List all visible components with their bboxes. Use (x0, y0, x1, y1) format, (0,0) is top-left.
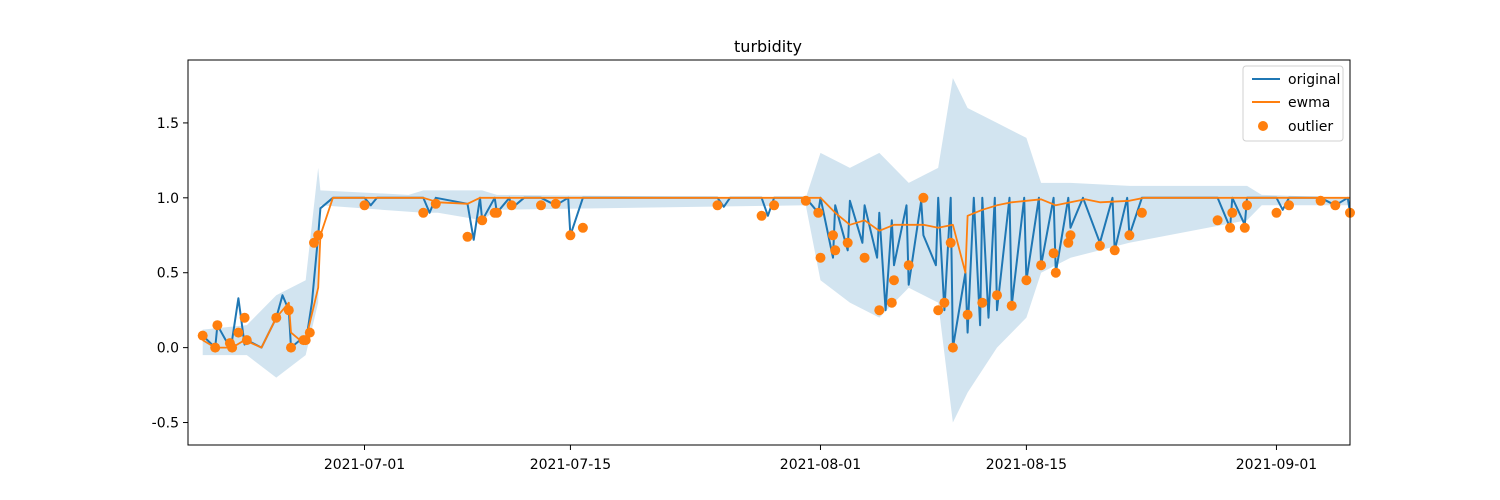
outlier-point (1212, 215, 1223, 226)
outlier-point (1063, 237, 1074, 248)
outlier-point (286, 342, 296, 353)
x-tick-label: 2021-08-15 (986, 457, 1067, 473)
legend-outlier-swatch (1258, 121, 1268, 131)
outlier-point (859, 252, 870, 263)
axes-frame (187, 59, 1351, 446)
outlier-point (239, 312, 250, 323)
x-tick-label: 2021-07-01 (324, 457, 405, 473)
outlier-point (800, 195, 811, 206)
outlier-point (1050, 267, 1061, 278)
outlier-point (889, 275, 899, 286)
outlier-point (1239, 222, 1250, 233)
outlier-point (491, 207, 502, 218)
x-tick-label: 2021-07-15 (530, 457, 611, 473)
outlier-point (1006, 300, 1017, 311)
plot-area (197, 77, 1355, 423)
outlier-point (283, 305, 294, 316)
outlier-point (313, 230, 324, 241)
legend-original-label: original (1288, 72, 1340, 88)
outlier-point (241, 335, 252, 346)
outlier-point (550, 198, 561, 209)
outlier-point (477, 215, 488, 226)
outlier-point (977, 297, 988, 308)
confidence-band (202, 77, 1350, 423)
outlier-point (309, 237, 319, 248)
y-tick-label: 1.0 (157, 191, 179, 207)
outlier-point (359, 200, 370, 211)
outlier-point (536, 200, 546, 211)
outlier-point (815, 252, 826, 263)
band-layer (202, 77, 1350, 423)
outlier-point (830, 245, 841, 256)
x-tick-label: 2021-09-01 (1236, 457, 1317, 473)
legend-box (1242, 65, 1344, 142)
x-axis-ticks: 2021-07-01 2021-07-15 2021-08-01 2021-08-15… (324, 445, 1317, 473)
outlier-point (430, 198, 441, 209)
outlier-point (886, 297, 897, 308)
outlier-point (462, 231, 473, 242)
legend: original ewma outlier (1242, 65, 1344, 142)
outlier-point (842, 237, 853, 248)
outlier-point (506, 200, 517, 211)
outlier-point (756, 210, 767, 221)
outlier-point (874, 305, 885, 316)
outlier-point (418, 207, 429, 218)
outlier-point (1136, 207, 1147, 218)
original-series-line (202, 196, 1351, 349)
outlier-point (933, 305, 944, 316)
outlier-point (212, 320, 223, 331)
outlier-point (197, 330, 208, 341)
outlier-point (1048, 248, 1059, 259)
outlier-point (1225, 222, 1236, 233)
outlier-point (1227, 207, 1238, 218)
outlier-point (577, 222, 588, 233)
y-tick-label: 0.0 (157, 341, 179, 357)
outlier-point (233, 327, 244, 338)
y-tick-label: 0.5 (157, 266, 179, 282)
outlier-point (565, 230, 576, 241)
outlier-point (939, 297, 950, 308)
chart-title: turbidity (734, 37, 802, 56)
legend-ewma-label: ewma (1288, 95, 1330, 111)
outlier-point (918, 192, 929, 203)
outlier-point (1036, 260, 1047, 271)
outlier-point (962, 309, 973, 320)
outlier-point (210, 342, 221, 353)
outlier-point (300, 335, 311, 346)
outlier-point (1124, 230, 1135, 241)
y-tick-label: -0.5 (152, 416, 179, 432)
ewma-layer (202, 196, 1350, 349)
outlier-point (769, 200, 780, 211)
outlier-point (903, 260, 914, 271)
outlier-point (992, 290, 1002, 301)
outlier-point (945, 237, 956, 248)
outlier-point (304, 327, 315, 338)
outlier-point (1315, 195, 1326, 206)
legend-outlier-label: outlier (1288, 119, 1333, 135)
outlier-point (1065, 230, 1076, 241)
y-axis-ticks: -0.5 0.0 0.5 1.0 1.5 (152, 116, 188, 432)
outlier-point (1109, 245, 1120, 256)
original-layer (202, 196, 1351, 349)
outlier-point (828, 230, 838, 241)
y-tick-label: 1.5 (157, 116, 179, 132)
outlier-point (1242, 200, 1252, 211)
outlier-layer (197, 192, 1355, 353)
outlier-point (712, 200, 723, 211)
outlier-point (947, 342, 958, 353)
x-tick-label: 2021-08-01 (780, 457, 861, 473)
outlier-point (1094, 240, 1105, 251)
outlier-point (1330, 200, 1341, 211)
outlier-point (1021, 275, 1032, 286)
outlier-point (1271, 207, 1282, 218)
outlier-point (227, 342, 238, 353)
outlier-point (1284, 200, 1294, 211)
outlier-point (271, 312, 282, 323)
ewma-series-line (202, 196, 1350, 349)
outlier-point (813, 207, 824, 218)
